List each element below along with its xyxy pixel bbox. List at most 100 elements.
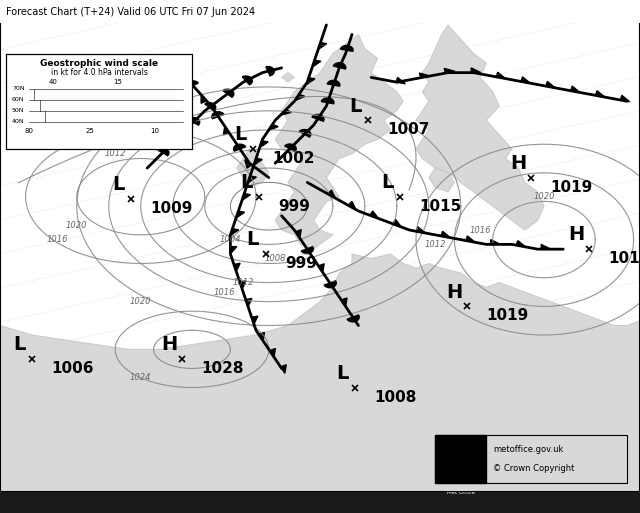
Text: 1019: 1019 xyxy=(550,180,593,194)
Polygon shape xyxy=(245,160,252,168)
Polygon shape xyxy=(393,220,401,227)
Text: 1019: 1019 xyxy=(486,308,529,324)
Polygon shape xyxy=(466,236,475,242)
Polygon shape xyxy=(301,247,314,253)
Text: L: L xyxy=(336,364,349,383)
Text: L: L xyxy=(381,173,394,192)
Polygon shape xyxy=(516,241,525,247)
Polygon shape xyxy=(546,82,555,88)
Polygon shape xyxy=(348,202,356,210)
Polygon shape xyxy=(260,141,268,148)
Polygon shape xyxy=(496,72,506,78)
Text: H: H xyxy=(510,154,527,173)
Text: L: L xyxy=(240,173,253,192)
Text: 1015: 1015 xyxy=(419,199,461,214)
Text: 999: 999 xyxy=(285,256,317,271)
Polygon shape xyxy=(201,95,207,103)
Text: 1028: 1028 xyxy=(202,361,244,376)
Polygon shape xyxy=(571,86,580,92)
Text: 1002: 1002 xyxy=(272,151,314,166)
Polygon shape xyxy=(312,114,324,121)
Polygon shape xyxy=(416,227,426,233)
Text: 1012: 1012 xyxy=(104,149,126,158)
Polygon shape xyxy=(246,299,252,307)
Text: 1019: 1019 xyxy=(608,251,640,266)
Text: 1016: 1016 xyxy=(47,235,68,244)
Polygon shape xyxy=(296,230,301,238)
Polygon shape xyxy=(268,125,278,131)
Text: 1016: 1016 xyxy=(213,288,235,297)
Text: 1008: 1008 xyxy=(264,254,286,263)
Polygon shape xyxy=(333,63,346,69)
Polygon shape xyxy=(491,240,500,244)
Text: 1007: 1007 xyxy=(387,123,429,137)
Polygon shape xyxy=(230,247,237,254)
Polygon shape xyxy=(234,144,246,151)
Text: 1006: 1006 xyxy=(51,361,93,376)
Text: 1012: 1012 xyxy=(232,278,254,287)
Polygon shape xyxy=(269,348,275,357)
Polygon shape xyxy=(416,25,544,230)
Polygon shape xyxy=(223,126,229,135)
Polygon shape xyxy=(240,281,246,289)
Polygon shape xyxy=(285,144,296,152)
Text: 1020: 1020 xyxy=(130,297,152,306)
Polygon shape xyxy=(243,76,252,85)
Polygon shape xyxy=(595,91,605,97)
Polygon shape xyxy=(96,63,166,96)
Polygon shape xyxy=(312,60,321,67)
Text: L: L xyxy=(13,335,26,354)
Text: © Crown Copyright: © Crown Copyright xyxy=(493,464,574,473)
Text: 1024: 1024 xyxy=(130,373,152,383)
Polygon shape xyxy=(419,73,430,77)
Text: L: L xyxy=(246,230,259,249)
Polygon shape xyxy=(429,168,454,192)
Polygon shape xyxy=(324,281,336,288)
Polygon shape xyxy=(223,89,234,97)
Polygon shape xyxy=(205,103,216,111)
Text: 1004: 1004 xyxy=(220,235,241,244)
Polygon shape xyxy=(275,34,403,249)
Polygon shape xyxy=(321,98,334,104)
Text: 1008: 1008 xyxy=(374,389,417,405)
Text: H: H xyxy=(446,283,463,302)
Polygon shape xyxy=(188,117,200,125)
Text: Forecast Chart (T+24) Valid 06 UTC Fri 07 Jun 2024: Forecast Chart (T+24) Valid 06 UTC Fri 0… xyxy=(6,7,255,16)
Polygon shape xyxy=(471,68,481,73)
Polygon shape xyxy=(242,193,250,201)
Polygon shape xyxy=(266,67,275,76)
Polygon shape xyxy=(253,159,262,165)
Polygon shape xyxy=(318,43,326,49)
Polygon shape xyxy=(0,254,640,492)
Polygon shape xyxy=(237,149,269,187)
Polygon shape xyxy=(541,244,551,249)
Polygon shape xyxy=(230,229,239,235)
Text: 1020: 1020 xyxy=(533,192,555,201)
Polygon shape xyxy=(212,112,224,119)
Text: metoffice.gov.uk: metoffice.gov.uk xyxy=(493,445,563,454)
Polygon shape xyxy=(280,365,286,373)
Text: H: H xyxy=(568,225,584,244)
Bar xyxy=(435,435,627,483)
Polygon shape xyxy=(347,315,359,322)
Polygon shape xyxy=(282,73,294,82)
Polygon shape xyxy=(234,263,240,271)
Polygon shape xyxy=(328,190,335,198)
Polygon shape xyxy=(173,133,184,141)
Text: L: L xyxy=(234,125,246,144)
Polygon shape xyxy=(252,316,258,324)
Text: L: L xyxy=(112,175,125,194)
Text: 999: 999 xyxy=(278,199,310,214)
Polygon shape xyxy=(441,231,451,238)
Polygon shape xyxy=(620,95,630,102)
Text: 1009: 1009 xyxy=(150,201,193,216)
Text: 1012: 1012 xyxy=(424,240,446,249)
Text: H: H xyxy=(161,335,178,354)
Bar xyxy=(435,435,486,483)
Polygon shape xyxy=(444,68,455,73)
Polygon shape xyxy=(259,332,264,341)
Polygon shape xyxy=(327,81,340,86)
Polygon shape xyxy=(157,148,169,155)
Polygon shape xyxy=(521,77,531,83)
Text: L: L xyxy=(349,96,362,115)
